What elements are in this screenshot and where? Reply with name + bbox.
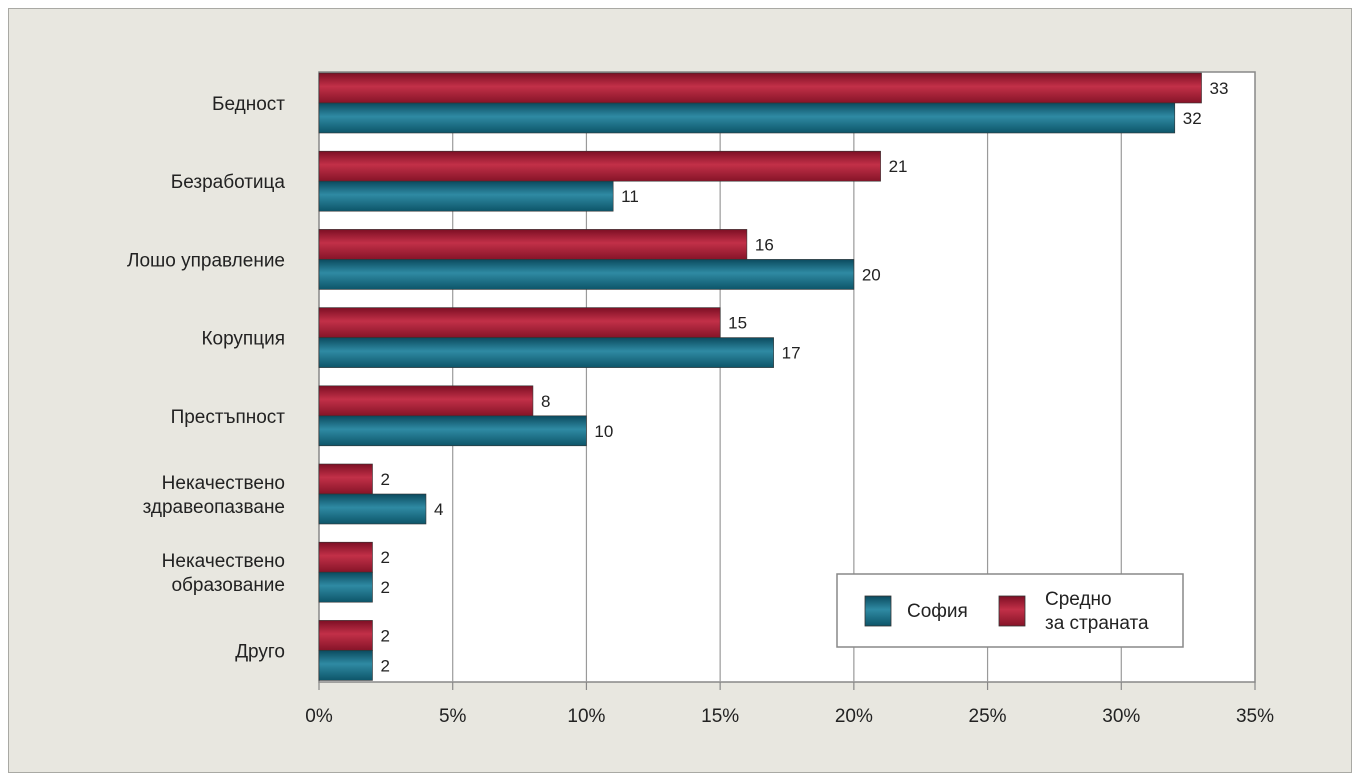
category-label: Лошо управление bbox=[127, 250, 285, 271]
bar-value-label: 17 bbox=[782, 344, 801, 363]
legend-label: за страната bbox=[1045, 613, 1149, 634]
chart-panel: 33 32 21 11 16 20 15 17 8 10 2 4 2 2 2 2 0% 5% 10% 15% 20% 2… bbox=[8, 8, 1352, 773]
legend-label: Средно bbox=[1045, 589, 1112, 610]
bar-sofia bbox=[318, 493, 427, 525]
bar-value-label: 21 bbox=[889, 157, 908, 176]
category-label: Некачествено bbox=[162, 551, 285, 572]
bar-national bbox=[318, 541, 373, 573]
x-tick-label: 20% bbox=[835, 706, 873, 727]
x-tick-label: 10% bbox=[567, 706, 605, 727]
category-label: образование bbox=[171, 575, 285, 596]
bar-value-label: 2 bbox=[380, 470, 389, 489]
bar-national bbox=[318, 307, 721, 338]
bar-national bbox=[318, 620, 373, 651]
bar-value-label: 32 bbox=[1183, 109, 1202, 128]
category-label: Друго bbox=[235, 641, 285, 662]
x-tick-label: 5% bbox=[439, 706, 467, 727]
bar-value-label: 16 bbox=[755, 235, 774, 254]
bar-national bbox=[318, 385, 534, 417]
category-label: Корупция bbox=[201, 329, 285, 350]
category-label: здравеопазване bbox=[143, 497, 285, 518]
bar-sofia bbox=[318, 180, 614, 212]
category-label: Безработица bbox=[171, 172, 286, 193]
bar-national bbox=[318, 229, 748, 260]
bar-value-label: 2 bbox=[380, 548, 389, 567]
bar-value-label: 10 bbox=[594, 422, 613, 441]
x-tick-label: 15% bbox=[701, 706, 739, 727]
x-tick-label: 25% bbox=[969, 706, 1007, 727]
legend-swatch bbox=[998, 595, 1026, 627]
x-tick-label: 0% bbox=[305, 706, 333, 727]
bar-national bbox=[318, 463, 373, 495]
bar-value-label: 2 bbox=[380, 656, 389, 675]
x-tick-label: 30% bbox=[1102, 706, 1140, 727]
bar-value-label: 20 bbox=[862, 265, 881, 284]
bar-sofia bbox=[318, 571, 373, 603]
legend-swatch bbox=[864, 595, 892, 627]
bar-value-label: 2 bbox=[380, 626, 389, 645]
bar-chart: 33 32 21 11 16 20 15 17 8 10 2 4 2 2 2 2 0% 5% 10% 15% 20% 2… bbox=[127, 71, 1274, 727]
x-tick-label: 35% bbox=[1236, 706, 1274, 727]
legend: София Средно за страната bbox=[836, 573, 1184, 648]
category-label: Бедност bbox=[212, 94, 285, 115]
bar-sofia bbox=[318, 259, 855, 290]
bar-value-label: 4 bbox=[434, 500, 443, 519]
legend-label: София bbox=[907, 601, 968, 622]
bar-sofia bbox=[318, 102, 1176, 134]
bar-value-label: 2 bbox=[380, 578, 389, 597]
bar-sofia bbox=[318, 415, 587, 447]
bar-value-label: 15 bbox=[728, 314, 747, 333]
bar-national bbox=[318, 150, 881, 182]
bar-sofia bbox=[318, 650, 373, 681]
bar-value-label: 33 bbox=[1210, 79, 1229, 98]
bar-sofia bbox=[318, 337, 774, 368]
category-label: Некачествено bbox=[162, 473, 285, 494]
bar-value-label: 8 bbox=[541, 392, 550, 411]
bar-national bbox=[318, 72, 1202, 104]
category-label: Престъпност bbox=[171, 407, 286, 428]
bar-value-label: 11 bbox=[621, 187, 639, 206]
